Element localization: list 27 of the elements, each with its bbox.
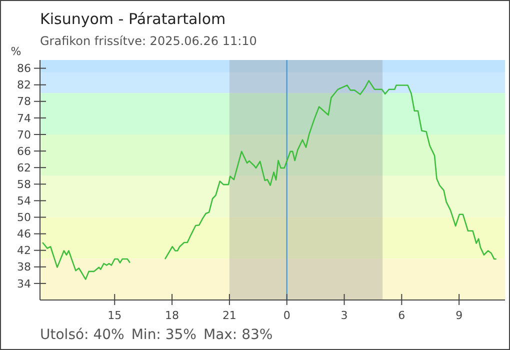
x-tick-label: 9 — [456, 309, 463, 322]
chart-title: Kisunyom - Páratartalom — [40, 10, 226, 28]
text: Utolsó: 40% — [40, 327, 124, 343]
y-tick-label: 38 — [17, 260, 31, 274]
x-tick-label: 6 — [398, 309, 406, 322]
y-tick-label: 70 — [17, 128, 31, 142]
y-tick-label: 78 — [17, 95, 31, 108]
x-tick-label: 21 — [222, 309, 236, 322]
y-tick-label: 62 — [17, 161, 31, 174]
x-tick-label: 0 — [283, 309, 290, 322]
y-tick-label: 74 — [17, 112, 31, 125]
x-tick-label: 18 — [165, 309, 180, 322]
y-axis-title: % — [10, 45, 22, 58]
x-tick-label: 15 — [108, 309, 122, 322]
x-tick-label: 3 — [340, 309, 348, 322]
text: Max: 83% — [203, 327, 273, 343]
y-tick-label: 86 — [17, 62, 31, 76]
y-tick-label: 54 — [17, 194, 31, 208]
y-tick-label: 46 — [17, 228, 31, 241]
y-tick-label: 42 — [17, 244, 31, 258]
y-tick-label: 58 — [17, 178, 31, 191]
y-tick-label: 50 — [17, 211, 31, 224]
y-tick-label: 34 — [17, 277, 31, 290]
y-tick-label: 66 — [17, 144, 31, 158]
chart-subtitle: Grafikon frissítve: 2025.06.26 11:10 — [40, 34, 257, 48]
y-tick-label: 82 — [17, 78, 31, 92]
text: Min: 35% — [131, 327, 196, 343]
